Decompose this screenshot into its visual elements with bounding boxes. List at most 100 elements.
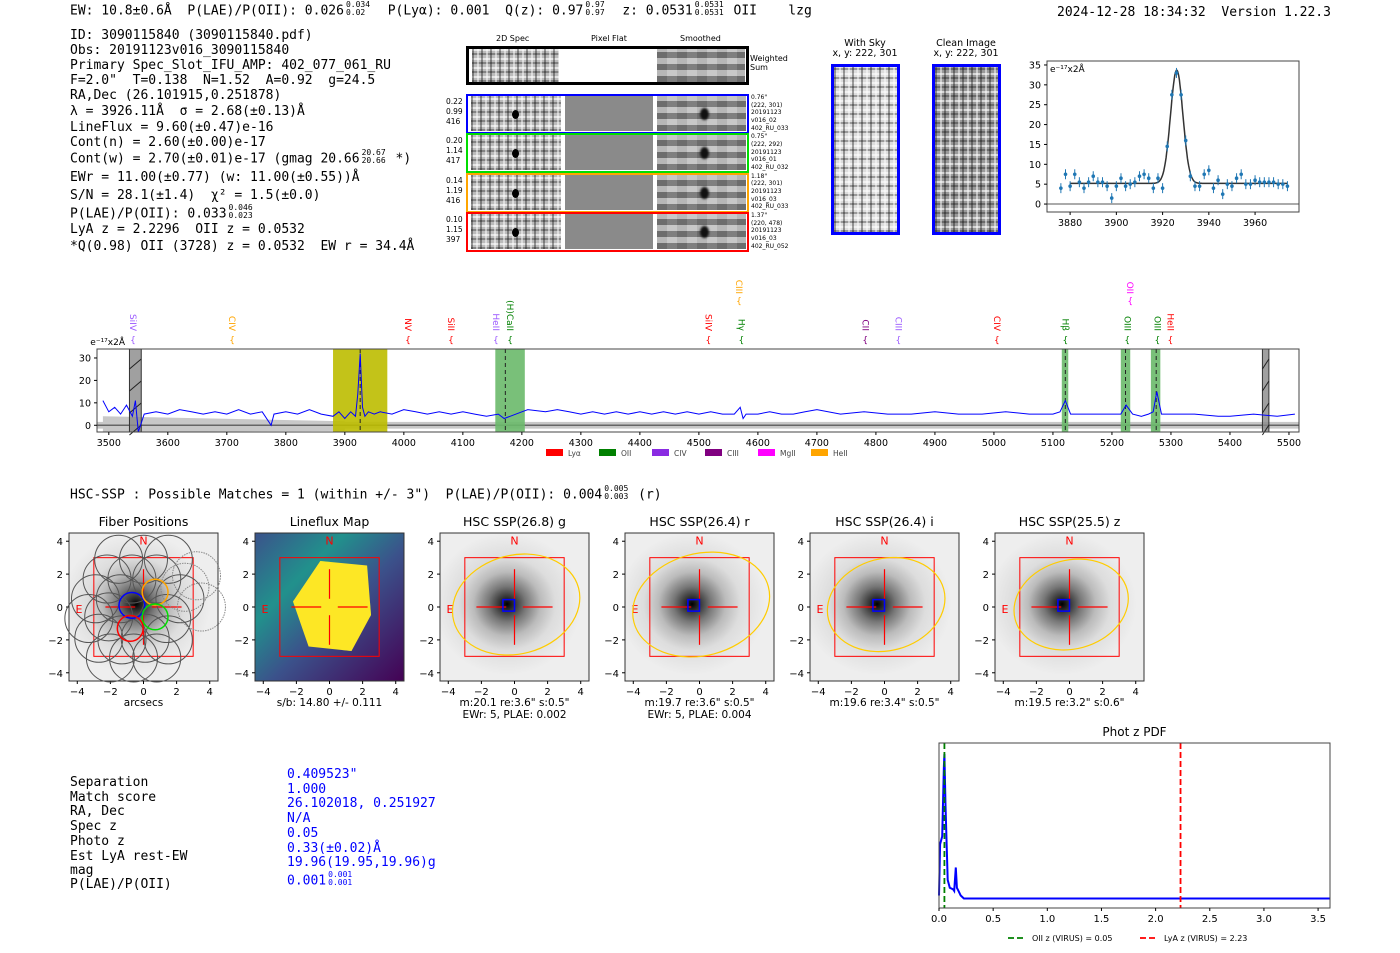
x-tick-label: −4: [626, 687, 641, 698]
gaussian-fit-curve: [1070, 69, 1288, 185]
y-tick-label: −4: [604, 669, 619, 680]
legend-label: OII: [621, 449, 631, 458]
compass-north: N: [510, 535, 518, 548]
galaxy-ellipse: [632, 551, 771, 658]
match-value: 26.102018, 0.251927: [287, 796, 436, 812]
data-point: [1086, 180, 1091, 184]
hsc-plae-lo: 0.003: [604, 492, 629, 501]
data-point: [1160, 186, 1165, 190]
fiber-circle: [118, 534, 169, 584]
fiber-circle: [109, 633, 159, 683]
info-line: Obs: 20191123v016_3090115840: [70, 43, 290, 58]
data-point: [1271, 180, 1276, 184]
hatch-line: [129, 424, 142, 436]
fiber-info: 1.37" (220, 478) 20191123 v016_03 402_RU…: [751, 211, 789, 250]
line-bracket: {: [507, 336, 513, 346]
y-tick-label: −4: [48, 669, 63, 680]
y-tick-label: −2: [234, 636, 249, 647]
fiber-circle: [97, 615, 147, 665]
match-value-plae: 0.001 0.001 0.001: [287, 871, 354, 889]
data-point: [1220, 192, 1225, 196]
x-tick-label: 3600: [156, 438, 180, 449]
data-point: [1262, 180, 1267, 184]
info-line: F=2.0" T=0.138 N=1.52 A=0.92 g=24.5: [70, 73, 376, 88]
x-tick-label: −2: [659, 687, 674, 698]
y-tick-label: 4: [57, 537, 63, 548]
line-label: Hγ: [735, 319, 745, 332]
panel-caption: m:19.5 re:3.2" s:0.6": [1015, 697, 1125, 709]
x-tick-label: 0: [1066, 687, 1072, 698]
line-bracket: {: [895, 336, 901, 346]
info-line: λ = 3926.11Å σ = 2.68(±0.13)Å: [70, 104, 305, 119]
panel-title: HSC SSP(26.4) i: [835, 514, 933, 529]
compass-east: E: [75, 603, 82, 616]
y-tick-label: 10: [1029, 160, 1041, 171]
data-point: [1267, 180, 1271, 184]
legend-swatch: [652, 449, 669, 456]
legend-label: HeII: [833, 449, 848, 458]
data-point: [1216, 178, 1220, 183]
y-tick-label: 0: [983, 603, 989, 614]
x-tick-label: 3.0: [1256, 914, 1272, 925]
line-bracket: {: [1167, 336, 1173, 346]
y-tick-label: 4: [613, 537, 619, 548]
y-tick-label: 4: [428, 537, 434, 548]
y-unit-label: e⁻¹⁷x2Å: [1050, 63, 1086, 75]
y-tick-label: 2: [798, 570, 804, 581]
line-label: CIV: [226, 316, 236, 332]
y-tick-label: 0: [798, 603, 804, 614]
match-label: mag: [70, 863, 94, 879]
data-point: [1230, 184, 1234, 188]
summary-header: EW: 10.8±0.6Å P(LAE)/P(OII): 0.026 0.034 0…: [70, 1, 812, 19]
x-tick-label: 3960: [1243, 218, 1267, 229]
fiber-stats: 0.20 1.14 417: [446, 136, 463, 166]
match-label: Separation: [70, 775, 149, 790]
compass-east: E: [261, 603, 268, 616]
z-value: z: 0.0531: [622, 3, 693, 19]
x-tick-label: 4000: [392, 438, 416, 449]
emission-spot: [512, 110, 519, 119]
spec2d-row: [466, 211, 749, 252]
compass-east: E: [816, 603, 823, 616]
line-label: OIII: [1151, 316, 1161, 331]
axes-frame: [1046, 60, 1300, 213]
y-tick-label: 0: [85, 421, 91, 432]
data-point: [1105, 184, 1109, 188]
hsc-plae-hi: 0.005: [604, 484, 629, 493]
highlight-region: [1061, 349, 1069, 432]
compass-north: N: [325, 535, 333, 548]
line-label: CIII: [892, 317, 902, 331]
pixel-flat-image: [565, 213, 653, 249]
classification-tag: lzg: [788, 3, 812, 19]
y-tick-label: 10: [79, 398, 91, 409]
data-point: [1248, 182, 1253, 186]
data-point: [1137, 174, 1142, 179]
aperture-box: [279, 557, 380, 657]
y-tick-label: 2: [243, 570, 249, 581]
header-smoothed: Smoothed: [680, 34, 721, 43]
y-tick-label: 15: [1029, 140, 1041, 151]
pixel-flat-image: [565, 96, 653, 131]
x-tick-label: 1.5: [1094, 914, 1110, 925]
data-point: [1109, 196, 1114, 200]
plae-lo: 0.001: [328, 878, 353, 887]
x-tick-label: 4600: [746, 438, 770, 449]
axes-frame: [938, 742, 1331, 909]
panel-title: HSC SSP(25.5) z: [1019, 514, 1121, 529]
masked-region: [1261, 348, 1270, 433]
line-bracket: {: [1124, 336, 1130, 346]
x-tick-label: 3900: [1104, 218, 1128, 229]
fiber-circle: [120, 613, 170, 663]
error-band: [102, 416, 345, 432]
panel-title: Fiber Positions: [99, 514, 189, 529]
fiber-circle: [143, 534, 193, 584]
x-tick-label: 4300: [569, 438, 593, 449]
emission-spot: [700, 108, 709, 120]
data-point: [1285, 184, 1290, 188]
data-point: [1281, 182, 1285, 186]
panel-caption-2: EWr: 5, PLAE: 0.002: [462, 709, 566, 721]
qz-lo: 0.97: [585, 8, 605, 17]
info-line-plae: P(LAE)/P(OII): 0.033 0.046 0.023: [70, 204, 255, 222]
y-unit-label: e⁻¹⁷x2Å: [90, 336, 126, 348]
y-tick-label: −2: [789, 636, 804, 647]
